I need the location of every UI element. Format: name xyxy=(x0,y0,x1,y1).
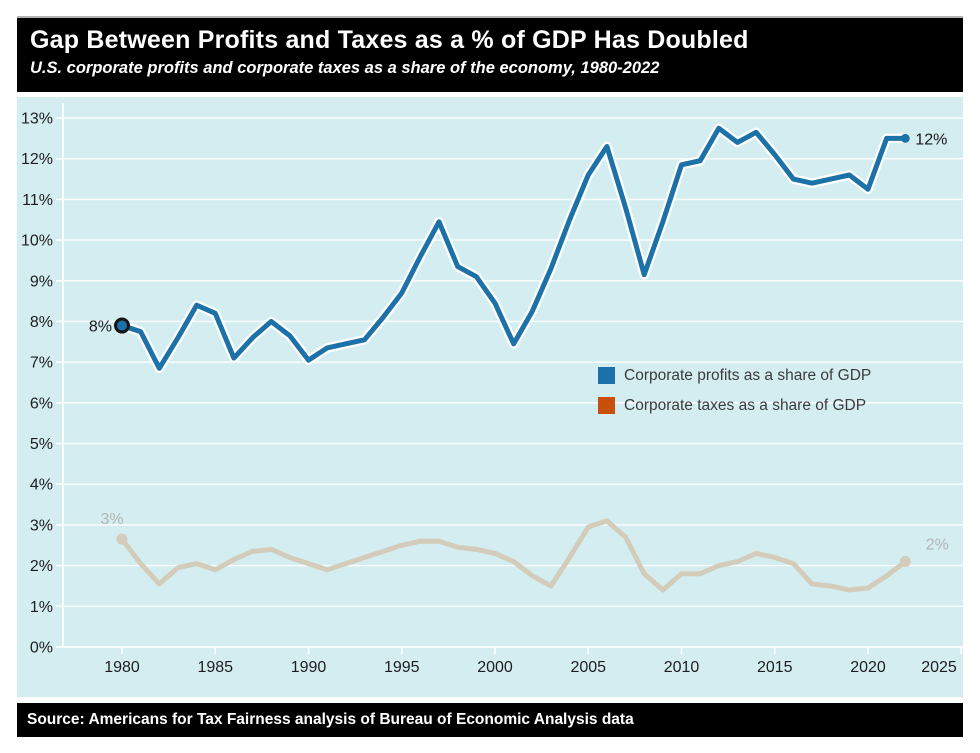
chart-svg: 0% 1% 2% 3% 4% 5% 6% 7% 8% 9% 10% 11% 12% 13% 1980 1985… xyxy=(21,103,963,676)
x-tick-label: 2025 xyxy=(921,659,957,676)
x-tick-label: 1985 xyxy=(197,659,233,676)
y-tick-label: 2% xyxy=(30,558,53,575)
x-tick-label: 1995 xyxy=(384,659,420,676)
y-tick-label: 5% xyxy=(30,436,53,453)
y-tick-label: 11% xyxy=(22,192,53,209)
profits-start-marker xyxy=(114,317,130,334)
taxes-start-marker xyxy=(116,533,128,545)
legend-label-profits: Corporate profits as a share of GDP xyxy=(624,366,872,384)
legend-swatch-profits xyxy=(598,367,615,384)
taxes-end-marker xyxy=(899,556,911,568)
y-tick-label: 9% xyxy=(30,273,53,290)
legend: Corporate profits as a share of GDP Corp… xyxy=(598,367,871,427)
y-tick-label: 8% xyxy=(30,314,53,331)
legend-swatch-taxes xyxy=(598,397,615,414)
x-tick-label: 1980 xyxy=(104,659,140,676)
legend-item-profits: Corporate profits as a share of GDP xyxy=(598,367,871,384)
plot-area: 0% 1% 2% 3% 4% 5% 6% 7% 8% 9% 10% 11% 12% 13% 1980 1985… xyxy=(17,97,963,697)
point-label: 8% xyxy=(89,319,112,336)
profits-end-marker xyxy=(900,133,910,143)
x-tick-label: 1990 xyxy=(291,659,327,676)
legend-item-taxes: Corporate taxes as a share of GDP xyxy=(598,397,871,414)
source-text: Source: Americans for Tax Fairness analy… xyxy=(27,711,634,728)
y-tick-label: 3% xyxy=(30,517,53,534)
title-bar: Gap Between Profits and Taxes as a % of … xyxy=(17,16,963,92)
y-tick-label: 13% xyxy=(21,111,53,128)
x-tick-label: 2010 xyxy=(664,659,700,676)
y-tick-label: 1% xyxy=(30,599,53,616)
x-tick-label: 2020 xyxy=(850,659,886,676)
y-tick-label: 10% xyxy=(21,233,53,250)
source-bar: Source: Americans for Tax Fairness analy… xyxy=(17,703,963,737)
point-label: 12% xyxy=(915,131,947,148)
y-tick-label: 4% xyxy=(30,477,53,494)
legend-label-taxes: Corporate taxes as a share of GDP xyxy=(624,396,867,414)
y-tick-label: 12% xyxy=(21,151,53,168)
y-tick-label: 7% xyxy=(30,355,53,372)
taxes-line xyxy=(119,518,908,593)
figure: Gap Between Profits and Taxes as a % of … xyxy=(17,16,963,737)
profits-line xyxy=(119,125,908,371)
profits-line-casing xyxy=(117,123,911,374)
point-label: 3% xyxy=(100,511,123,528)
chart-subtitle: U.S. corporate profits and corporate tax… xyxy=(30,59,660,77)
point-label: 2% xyxy=(926,537,949,554)
x-tick-label: 2015 xyxy=(757,659,793,676)
x-tick-label: 2000 xyxy=(477,659,513,676)
chart-title: Gap Between Profits and Taxes as a % of … xyxy=(30,26,749,54)
y-tick-label: 0% xyxy=(30,640,53,657)
x-tick-label: 2005 xyxy=(570,659,606,676)
y-tick-label: 6% xyxy=(30,395,53,412)
